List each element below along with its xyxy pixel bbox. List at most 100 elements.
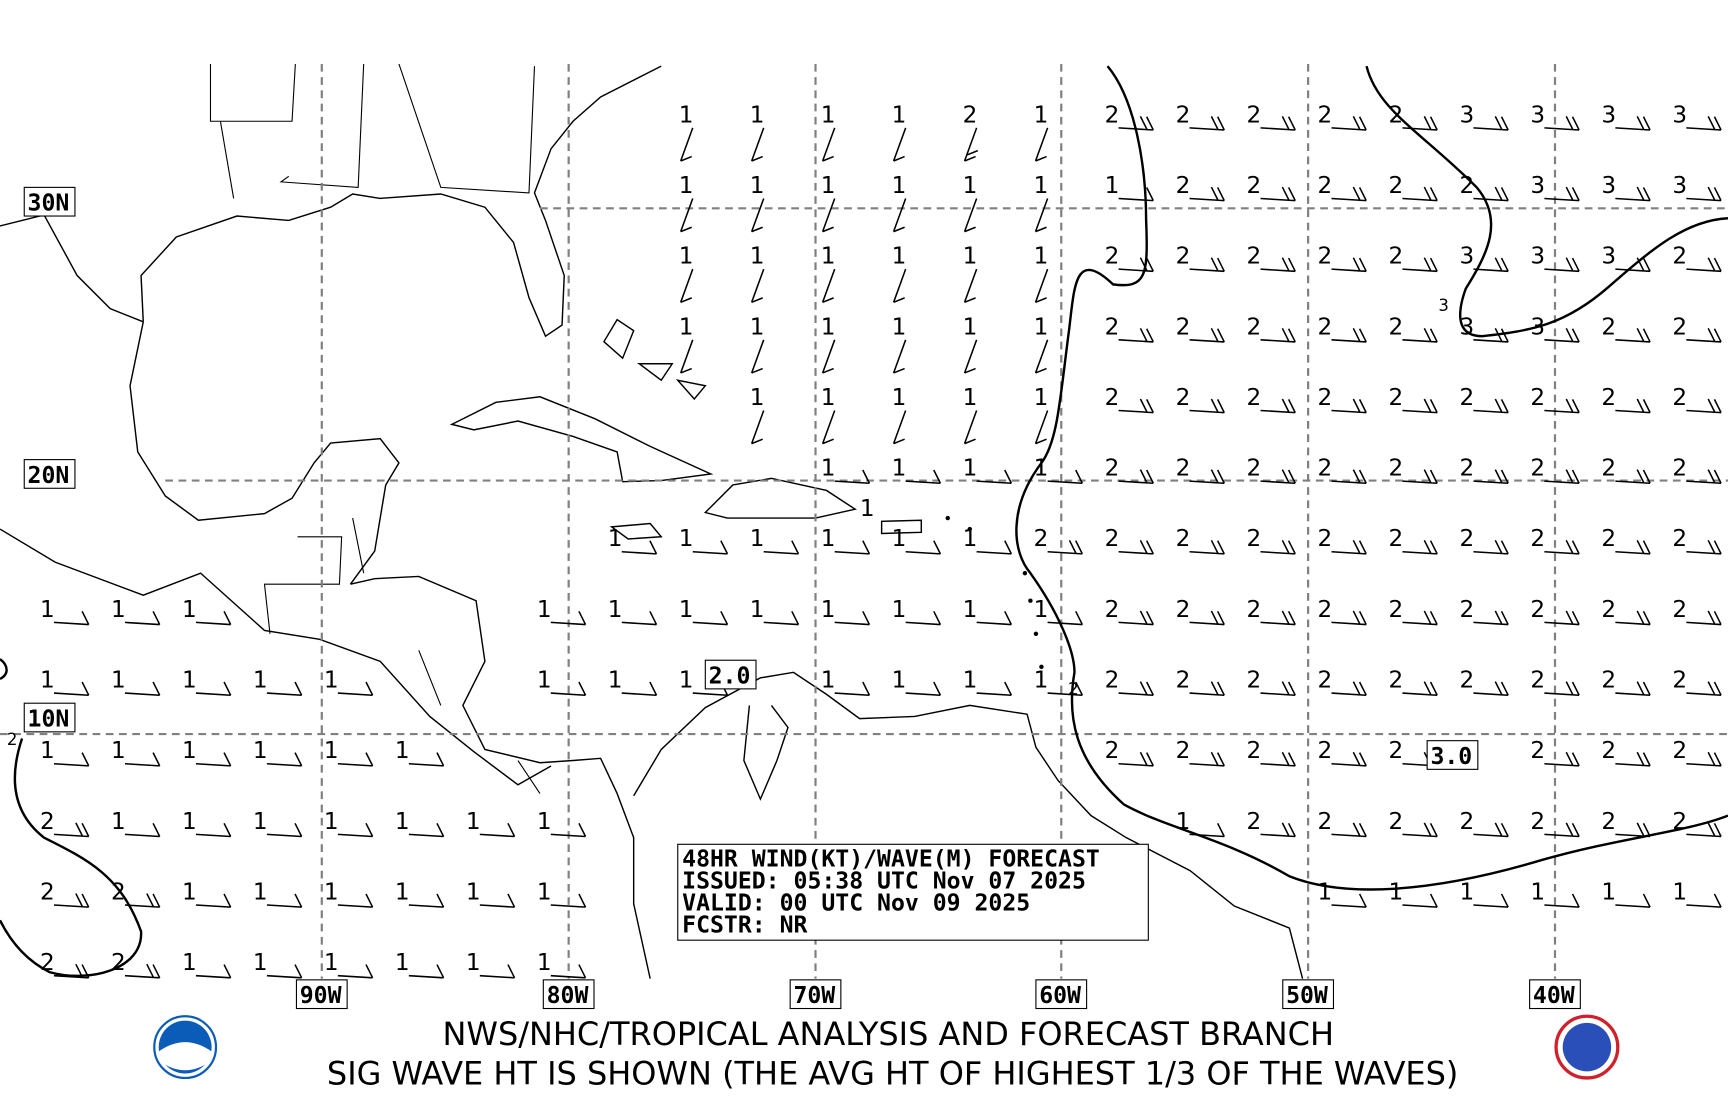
wind-barb xyxy=(53,681,90,696)
wave-height-value: 2 xyxy=(1105,314,1120,340)
wave-height-value: 1 xyxy=(750,597,765,623)
wind-barb xyxy=(1034,268,1049,304)
wind-barb xyxy=(1473,539,1509,555)
wind-barb xyxy=(834,610,871,626)
wind-barb xyxy=(1544,822,1580,838)
wind-barb xyxy=(892,410,907,445)
wave-height-value: 1 xyxy=(395,738,410,764)
wind-barb xyxy=(1544,610,1580,626)
wave-height-value: 1 xyxy=(1034,314,1049,340)
wind-barb xyxy=(621,681,658,696)
wind-barb xyxy=(1473,327,1509,343)
wind-barb xyxy=(1615,398,1651,414)
wind-barb xyxy=(1473,469,1509,485)
wind-barb xyxy=(692,610,729,626)
wave-height-value: 2 xyxy=(1318,385,1333,411)
wave-height-value: 2 xyxy=(1176,314,1191,340)
wave-height-value: 2 xyxy=(1318,809,1333,835)
wind-barb xyxy=(1034,127,1049,162)
wind-barb xyxy=(195,964,232,979)
wave-height-value: 2 xyxy=(1459,456,1474,482)
wind-barb xyxy=(124,610,161,626)
wind-barb xyxy=(479,964,516,979)
wave-height-value: 3 xyxy=(1459,244,1474,270)
wind-barb xyxy=(976,681,1013,696)
footer-agency: NWS/NHC/TROPICAL ANALYSIS AND FORECAST B… xyxy=(442,1015,1334,1053)
wave-height-value: 1 xyxy=(1034,173,1049,199)
wind-barb xyxy=(1402,681,1438,696)
wave-height-value: 1 xyxy=(182,950,197,976)
wind-barb xyxy=(1615,610,1651,626)
wind-barb xyxy=(1331,469,1367,485)
wave-height-value: 1 xyxy=(1530,880,1545,906)
wind-barb xyxy=(1544,116,1580,131)
wind-barb xyxy=(1331,186,1367,202)
wind-barb xyxy=(1260,327,1296,343)
wind-barb xyxy=(1686,610,1722,626)
wave-height-value: 2 xyxy=(1176,385,1191,411)
wave-height-value: 1 xyxy=(963,173,978,199)
wind-barb xyxy=(408,964,445,979)
wave-height-value: 2 xyxy=(1388,809,1403,835)
wave-height-value: 2 xyxy=(111,880,126,906)
wind-barb xyxy=(1118,257,1154,273)
wave-height-value: 2 xyxy=(1318,314,1333,340)
wave-height-value: 1 xyxy=(395,880,410,906)
wave-height-value: 2 xyxy=(1247,102,1262,128)
lat-label-30n: 30N xyxy=(28,191,70,217)
wind-barb xyxy=(1118,327,1154,343)
wave-height-value: 1 xyxy=(324,738,339,764)
wind-barb xyxy=(266,752,303,767)
wind-barb xyxy=(892,198,907,233)
wind-barb xyxy=(1473,186,1509,202)
wave-height-value: 1 xyxy=(892,526,907,552)
wave-height-value: 1 xyxy=(963,244,978,270)
wind-barb xyxy=(1189,116,1225,131)
wind-barb xyxy=(892,339,907,374)
wind-barb xyxy=(963,339,978,374)
wave-height-value: 1 xyxy=(1034,385,1049,411)
wave-height-value: 1 xyxy=(892,244,907,270)
lat-label-10n: 10N xyxy=(28,706,70,732)
wind-barb xyxy=(1473,257,1509,273)
wind-barb xyxy=(1189,751,1225,767)
wave-height-value: 1 xyxy=(892,385,907,411)
wave-height-value: 2 xyxy=(963,102,978,128)
wave-height-value: 2 xyxy=(1601,738,1616,764)
wind-barb xyxy=(821,198,836,233)
wave-height-value: 1 xyxy=(1034,102,1049,128)
wave-height-value: 2 xyxy=(1672,738,1687,764)
wind-barb xyxy=(1189,186,1225,202)
wave-height-value: 1 xyxy=(963,526,978,552)
wind-barb xyxy=(1260,116,1296,131)
wind-barb xyxy=(337,893,374,908)
wind-barb xyxy=(763,540,800,555)
tafb-logo xyxy=(1554,1014,1620,1080)
wave-height-value: 1 xyxy=(679,668,694,694)
wave-height-value: 2 xyxy=(1672,526,1687,552)
wave-height-value: 2 xyxy=(1459,597,1474,623)
wind-barb xyxy=(53,610,90,626)
wave-height-value: 2 xyxy=(1247,738,1262,764)
wind-barb xyxy=(1686,751,1722,767)
wind-barb xyxy=(1686,539,1722,555)
wave-height-value: 1 xyxy=(892,456,907,482)
wind-barb xyxy=(1402,610,1438,626)
wind-barb xyxy=(195,893,232,908)
wave-height-value: 1 xyxy=(537,597,552,623)
wave-height-value: 1 xyxy=(1318,880,1333,906)
wind-barb xyxy=(1544,327,1580,343)
forecast-info-box: 48HR WIND(KT)/WAVE(M) FORECAST ISSUED: 0… xyxy=(677,843,1149,941)
wave-height-value: 1 xyxy=(1034,244,1049,270)
wind-barb xyxy=(679,339,694,374)
wave-height-value: 3 xyxy=(1672,102,1687,128)
wind-barb xyxy=(1615,539,1651,555)
wind-barb xyxy=(1402,469,1438,485)
wave-height-value: 2 xyxy=(1318,102,1333,128)
wind-barb xyxy=(1260,822,1296,838)
lon-label-80w: 80W xyxy=(547,983,589,1009)
wave-height-values: 1 1 1 1 2 1 2 2 2 2 2 3 3 3 31 1 1 1 1 1 1 2 2 2 2 2 3 3 31 1 1 1 1 1 2 2 2 2… xyxy=(40,102,1687,976)
wave-height-value: 2 xyxy=(1601,809,1616,835)
wind-barb xyxy=(550,610,587,626)
wind-barb xyxy=(905,469,942,485)
